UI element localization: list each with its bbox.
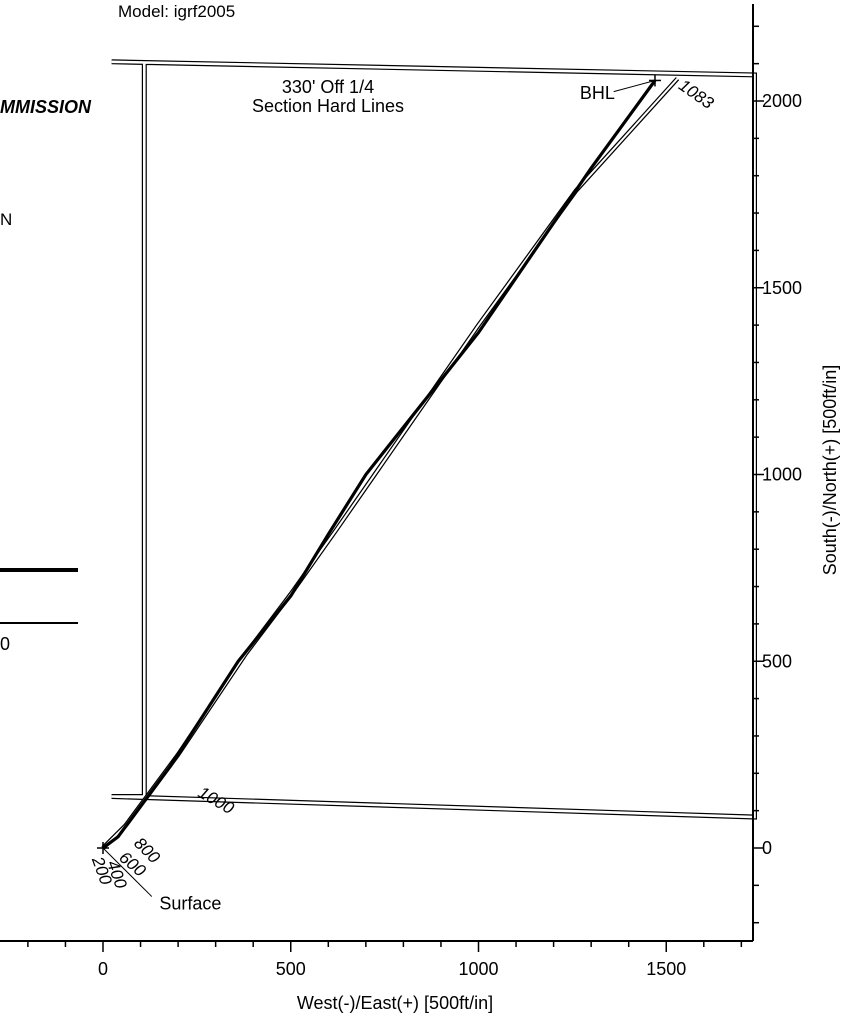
surface-leader [102,847,153,897]
actual-path-line [102,79,657,850]
x-tick-label: 1500 [646,959,686,979]
hard-lines-outer [111,59,757,820]
y-tick-label: 1500 [762,278,802,298]
md-label: 1000 [195,783,238,819]
axes-group: 0 500 1000 1500 0 500 1000 1500 2000 [0,4,802,979]
y-tick-label: 2000 [762,91,802,111]
surface-annotation: Surface [159,894,221,914]
planned-path-inner [102,77,679,849]
y-tick-label: 500 [762,651,792,671]
x-tick-label: 1000 [458,959,498,979]
md-label: 1083 [675,76,717,114]
x-tick-label: 500 [276,959,306,979]
y-tick-label: 0 [762,838,772,858]
series-layer [97,74,680,854]
y-tick-label: 1000 [762,465,802,485]
hard-lines-group: 330' Off 1/4 Section Hard Lines [111,59,757,820]
planned-path-outer [101,77,680,850]
commission-fragment: MMISSION [0,97,92,117]
bhl-leader [613,79,656,93]
model-label: Model: igrf2005 [118,2,235,21]
n-fragment: N [0,210,12,229]
hard-lines-label: 330' Off 1/4 Section Hard Lines [252,77,404,116]
x-axis-title: West(-)/East(+) [500ft/in] [297,993,493,1013]
x-tick-label: 0 [98,959,108,979]
bhl-annotation: BHL [580,83,615,103]
zero-fragment: 0 [0,634,10,654]
hard-lines-inner [111,60,756,819]
y-axis-title: South(-)/North(+) [500ft/in] [820,365,840,576]
